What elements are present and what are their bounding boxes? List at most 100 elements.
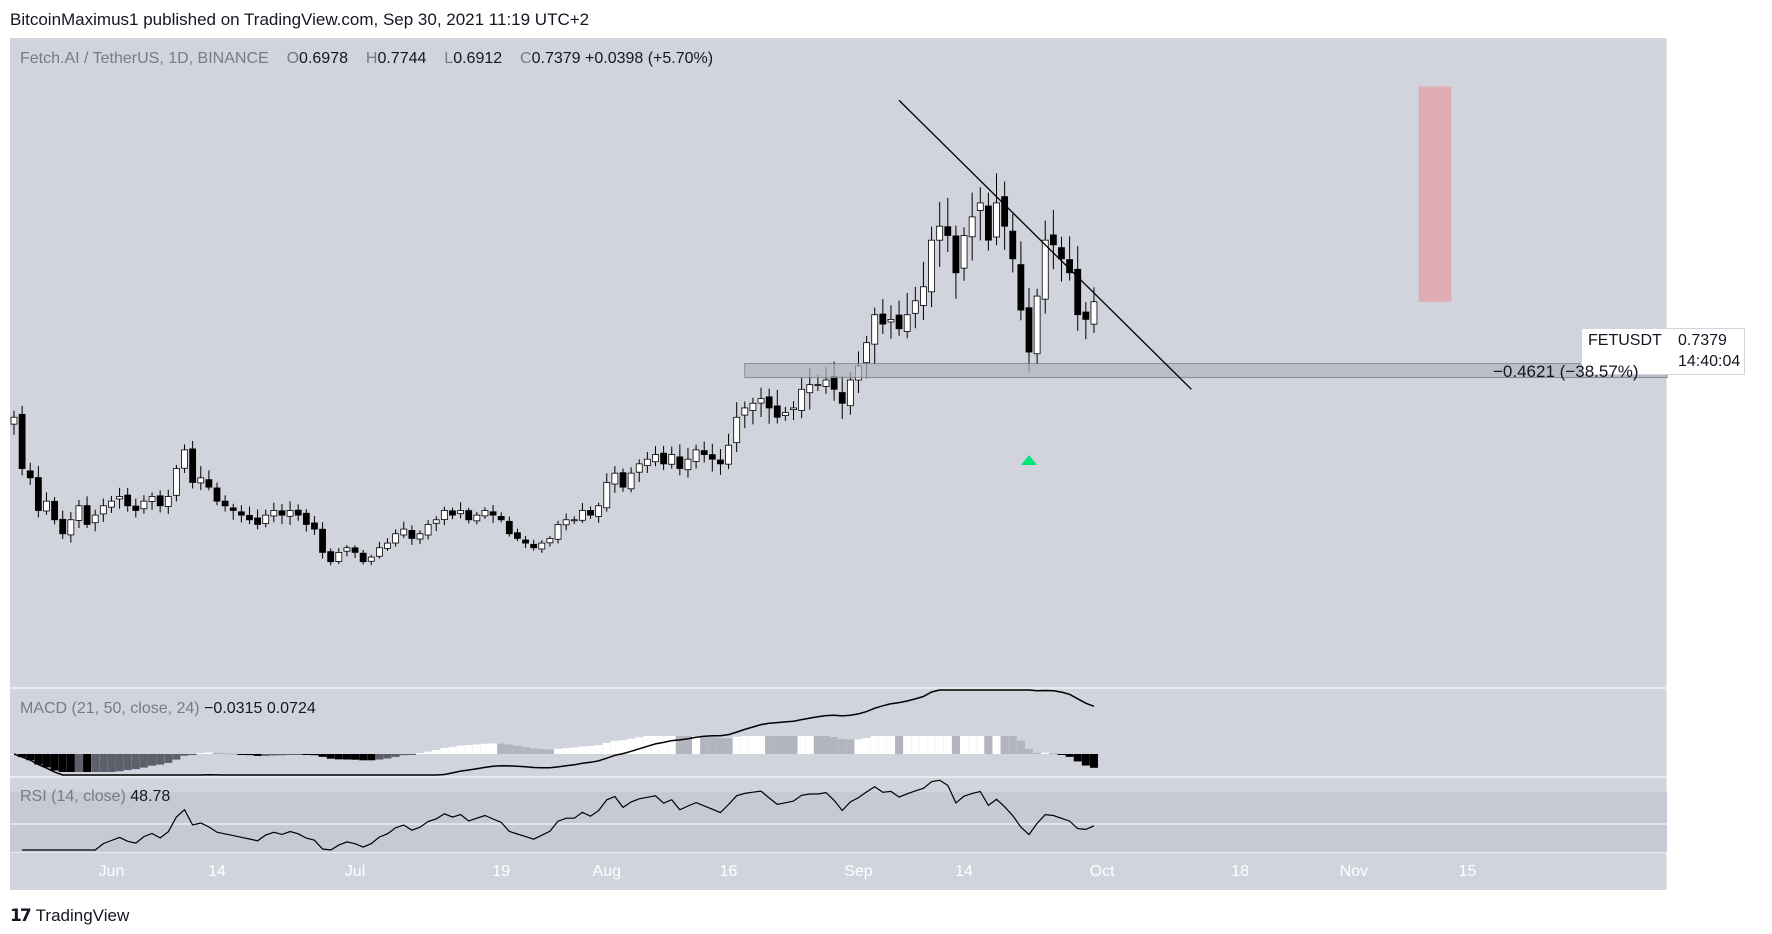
candle-down [26, 470, 34, 479]
macd-histogram-bar [391, 754, 400, 757]
footer-brand[interactable]: 17 TradingView [10, 906, 129, 926]
macd-histogram-bar [156, 754, 165, 765]
macd-histogram-bar [123, 754, 132, 771]
macd-histogram-bar [375, 754, 384, 760]
candle-up [473, 514, 481, 522]
candle-down [952, 235, 960, 274]
candle-up [172, 468, 180, 496]
macd-histogram-bar [578, 746, 587, 754]
candle-down [830, 376, 838, 390]
macd-histogram-bar [277, 754, 286, 756]
macd-histogram-bar [148, 754, 157, 766]
candle-down [294, 509, 302, 516]
candle-down [189, 448, 197, 483]
candle-up [595, 505, 603, 517]
price-tick-label: 0.9000 [1673, 217, 1722, 235]
macd-histogram-bar [513, 745, 522, 754]
candle-up [911, 300, 919, 314]
macd-histogram-bar [870, 736, 879, 754]
candle-up [75, 505, 83, 521]
macd-histogram-bar [765, 736, 774, 754]
macd-histogram-bar [562, 748, 571, 754]
macd-histogram-bar [1025, 749, 1033, 754]
candle-up [67, 519, 75, 536]
price-tick-label: 0.3000 [1673, 496, 1722, 514]
macd-histogram-bar [505, 744, 514, 754]
candle-up [643, 458, 651, 466]
macd-value-2: 0.0724 [266, 700, 316, 717]
candle-up [10, 416, 18, 425]
candle-down [237, 511, 245, 516]
candle-down [765, 396, 773, 409]
macd-histogram-bar [196, 753, 205, 755]
macd-histogram-bar [960, 736, 969, 754]
time-tick-label: 15 [1458, 863, 1477, 880]
legend-high: 0.7744 [377, 50, 427, 67]
macd-histogram-bar [99, 754, 108, 772]
candle-up [782, 412, 789, 416]
macd-histogram-bar [253, 754, 262, 756]
macd-histogram-bar [976, 736, 985, 754]
candle-down [587, 510, 594, 516]
candle-up [814, 384, 822, 387]
candle-down [59, 518, 67, 535]
time-tick-label: 16 [719, 863, 738, 880]
candle-up [822, 379, 830, 387]
macd-histogram-bar [334, 754, 343, 760]
macd-histogram-bar [757, 736, 766, 754]
macd-histogram-bar [1008, 736, 1017, 754]
candle-up [424, 524, 432, 536]
macd-histogram-bar [627, 738, 636, 754]
candle-up [416, 533, 424, 540]
candle-down [879, 313, 887, 325]
macd-histogram-bar [992, 736, 1001, 754]
candle-down [156, 495, 164, 507]
macd-histogram-bar [903, 736, 912, 754]
candle-up [148, 496, 156, 502]
macd-histogram-bar [351, 754, 360, 760]
candle-down [676, 456, 684, 469]
candle-up [546, 538, 554, 544]
macd-histogram-bar [383, 754, 392, 759]
legend-close-label: C [520, 50, 532, 67]
candle-down [302, 512, 310, 525]
candle-down [351, 547, 359, 553]
candle-up [570, 519, 578, 522]
macd-histogram-bar [480, 743, 489, 754]
candle-down [505, 520, 513, 535]
candle-up [116, 496, 123, 500]
chart-background [10, 38, 1667, 890]
macd-histogram-bar [342, 754, 351, 760]
macd-histogram-bar [213, 752, 221, 754]
macd-histogram-bar [951, 736, 960, 754]
macd-histogram-bar [204, 752, 213, 754]
candle-up [562, 519, 570, 526]
candle-down [34, 477, 42, 511]
macd-histogram-bar [318, 754, 327, 757]
macd-histogram-bar [732, 736, 741, 754]
macd-histogram-bar [643, 736, 652, 754]
candle-up [335, 552, 343, 562]
macd-histogram-bar [107, 754, 116, 772]
candle-down [213, 487, 221, 502]
price-tick-label: 0.7000 [1673, 310, 1722, 328]
macd-histogram-bar [245, 754, 254, 756]
footer-brand-label: TradingView [35, 906, 130, 925]
time-tick-label: Aug [592, 863, 621, 880]
candle-up [741, 407, 749, 416]
target-zone [1418, 86, 1452, 302]
macd-histogram-bar [237, 754, 246, 755]
candle-down [124, 494, 132, 507]
candle-up [392, 533, 400, 544]
candle-up [733, 416, 741, 444]
macd-histogram-bar [935, 736, 944, 754]
macd-histogram-bar [886, 736, 895, 754]
candle-up [993, 202, 1000, 238]
macd-histogram-bar [115, 754, 124, 772]
macd-histogram-bar [26, 754, 35, 761]
macd-histogram-bar [286, 754, 295, 755]
candle-down [359, 552, 367, 563]
time-tick-label: 14 [955, 863, 973, 880]
candle-down [717, 459, 724, 465]
